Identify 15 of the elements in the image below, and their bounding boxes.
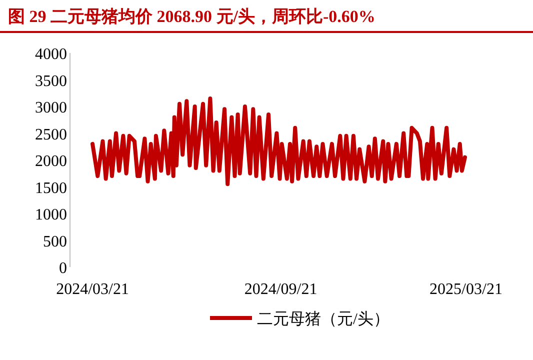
x-tick-label: 2024/03/21 [56, 281, 129, 298]
y-tick-label: 4000 [35, 46, 67, 63]
legend-label: 二元母猪（元/头） [257, 310, 390, 328]
chart-title: 图 29 二元母猪均价 2068.90 元/头，周环比-0.60% [8, 7, 376, 26]
y-tick-label: 1000 [35, 206, 67, 224]
x-tick-label: 2025/03/21 [430, 281, 502, 298]
y-tick-label: 3000 [35, 100, 67, 116]
x-tick-label: 2024/09/21 [244, 281, 318, 298]
y-tick-label: 3500 [35, 72, 67, 90]
y-tick-label: 2000 [35, 153, 67, 170]
y-tick-label: 500 [43, 233, 67, 250]
y-tick-label: 1500 [35, 180, 67, 197]
y-tick-label: 2500 [35, 126, 67, 144]
y-tick-label: 0 [59, 260, 67, 277]
line-series [90, 96, 467, 186]
